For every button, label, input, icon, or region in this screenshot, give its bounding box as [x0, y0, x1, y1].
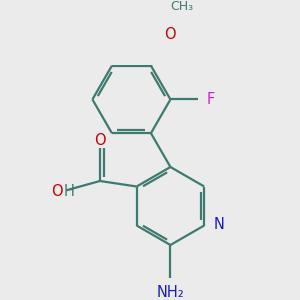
Text: O: O: [164, 27, 176, 42]
Text: N: N: [214, 217, 224, 232]
Text: O: O: [51, 184, 63, 199]
Text: NH₂: NH₂: [157, 285, 184, 300]
Text: F: F: [206, 92, 214, 107]
Text: H: H: [64, 184, 75, 199]
Text: O: O: [94, 133, 106, 148]
Text: CH₃: CH₃: [170, 0, 194, 13]
